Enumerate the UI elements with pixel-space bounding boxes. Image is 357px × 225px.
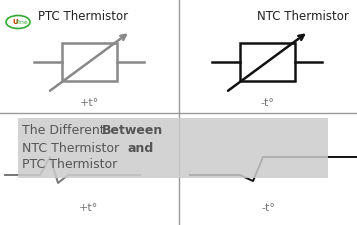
- Text: +t°: +t°: [79, 98, 99, 108]
- Ellipse shape: [6, 16, 30, 29]
- Text: PTC Thermistor: PTC Thermistor: [22, 158, 117, 171]
- Bar: [61, 43, 116, 81]
- Text: NTC Thermistor: NTC Thermistor: [22, 142, 123, 155]
- Text: Between: Between: [102, 124, 163, 137]
- Text: +t°: +t°: [79, 203, 97, 213]
- Text: -t°: -t°: [261, 203, 275, 213]
- Text: Fine: Fine: [16, 20, 28, 25]
- Text: NTC Thermistor: NTC Thermistor: [257, 10, 349, 23]
- Text: U: U: [12, 19, 18, 25]
- Text: -t°: -t°: [260, 98, 274, 108]
- Text: The Different: The Different: [22, 124, 109, 137]
- Text: PTC Thermistor: PTC Thermistor: [38, 10, 128, 23]
- Bar: [18, 118, 328, 178]
- Text: and: and: [127, 142, 153, 155]
- Bar: [240, 43, 295, 81]
